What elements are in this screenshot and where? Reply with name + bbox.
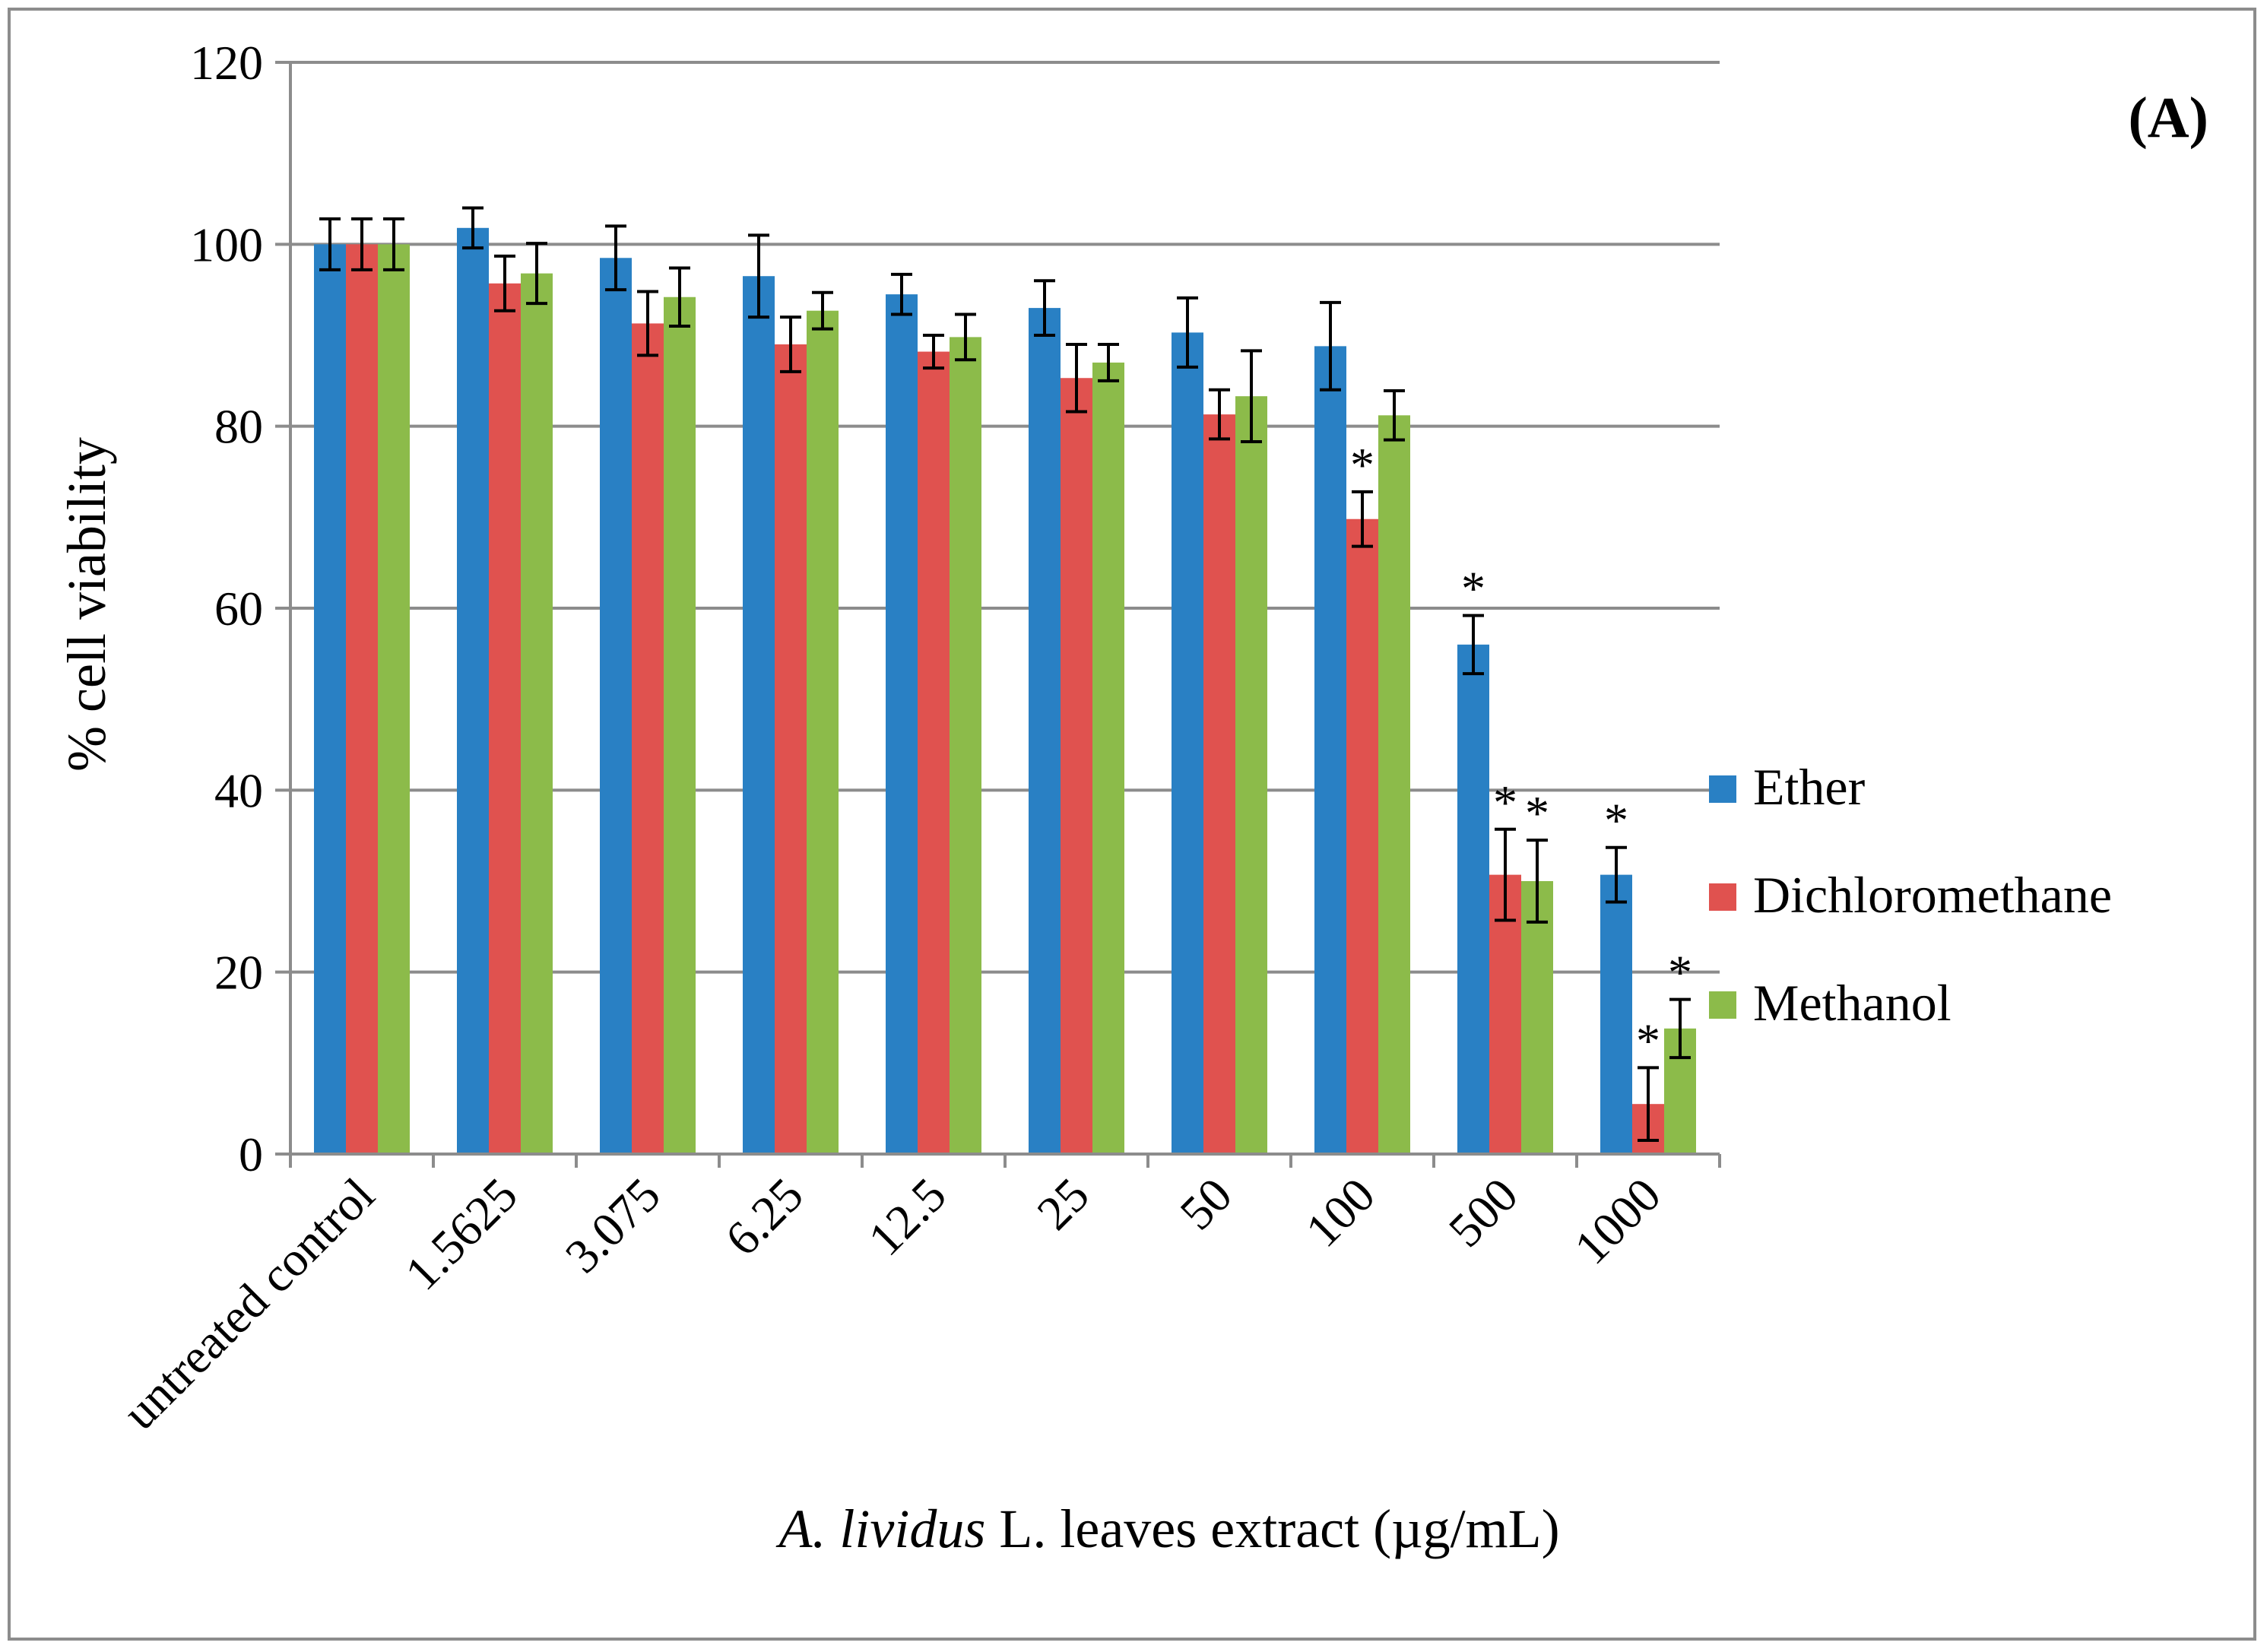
bar-dichloromethane: [346, 244, 378, 1154]
x-tick-label: 3.075: [555, 1168, 671, 1283]
x-tick-label: 50: [1169, 1168, 1241, 1240]
x-tick-label: 12.5: [858, 1168, 956, 1266]
bar-methanol: [1092, 362, 1124, 1154]
y-tick-label: 80: [214, 400, 263, 454]
bar-methanol: [378, 244, 410, 1154]
bar-dichloromethane: [918, 351, 950, 1154]
legend-swatch-dichloromethane: [1709, 883, 1736, 911]
x-tick-label: 1000: [1564, 1168, 1671, 1275]
legend: Ether Dichloromethane Methanol: [1709, 758, 2112, 1032]
bar-ether: [1172, 332, 1203, 1154]
y-tick-label: 60: [214, 582, 263, 636]
bar-ether: [1600, 874, 1632, 1154]
bar-dichloromethane: [1203, 414, 1235, 1154]
bar-methanol: [1521, 881, 1553, 1154]
significance-star: *: [1636, 1013, 1660, 1067]
bar-ether: [1457, 644, 1489, 1154]
bar-ether: [314, 244, 346, 1154]
significance-star: *: [1461, 562, 1485, 616]
legend-swatch-ether: [1709, 775, 1736, 803]
bars: [314, 227, 1696, 1155]
x-tick-label: 6.25: [715, 1168, 813, 1266]
panel-label: (A): [2128, 86, 2208, 150]
y-axis-title: % cell viability: [56, 437, 117, 772]
bar-ether: [600, 258, 632, 1154]
bar-methanol: [950, 337, 981, 1155]
y-tick-label: 100: [190, 217, 263, 271]
y-tick-label: 40: [214, 763, 263, 817]
bar-methanol: [807, 310, 839, 1155]
bar-methanol: [1235, 396, 1267, 1154]
axes: [275, 61, 1721, 1168]
y-tick-label: 20: [214, 946, 263, 1000]
x-tick-label: 100: [1295, 1168, 1385, 1257]
bar-methanol: [1378, 415, 1410, 1154]
x-tick-label: 500: [1438, 1168, 1528, 1257]
error-bars: [319, 206, 1691, 1143]
significance-star: *: [1493, 775, 1517, 829]
x-tick-label: 1.5625: [395, 1168, 528, 1301]
y-tick-label: 120: [190, 36, 263, 90]
significance-star: *: [1604, 794, 1628, 848]
bar-ether: [457, 227, 489, 1154]
y-tick-label: 0: [239, 1127, 263, 1181]
significance-markers: *** * ***: [1350, 438, 1692, 1067]
bar-ether: [886, 294, 918, 1154]
x-tick-label: 25: [1026, 1168, 1099, 1240]
significance-star: *: [1350, 438, 1374, 492]
bar-methanol: [521, 273, 553, 1154]
legend-label-ether: Ether: [1753, 758, 1866, 816]
bar-ether: [743, 276, 775, 1154]
x-axis-title: A. lividus L. leaves extract (µg/mL): [775, 1498, 1559, 1559]
legend-label-methanol: Methanol: [1753, 974, 1952, 1032]
x-axis-title-species: A. lividus: [775, 1498, 985, 1559]
x-axis-title-units: L. leaves extract (µg/mL): [985, 1498, 1559, 1559]
significance-star: *: [1525, 786, 1549, 840]
bar-dichloromethane: [1346, 518, 1378, 1154]
bar-dichloromethane: [775, 344, 807, 1154]
legend-label-dichloromethane: Dichloromethane: [1753, 866, 2112, 924]
bar-ether: [1029, 308, 1061, 1155]
significance-star: *: [1668, 946, 1692, 1000]
x-tick-label: untreated control: [113, 1168, 385, 1440]
bar-dichloromethane: [489, 283, 521, 1154]
bar-ether: [1314, 346, 1346, 1154]
bar-dichloromethane: [1061, 378, 1092, 1154]
bar-methanol: [664, 296, 696, 1154]
bar-dichloromethane: [632, 323, 664, 1154]
legend-swatch-methanol: [1709, 991, 1736, 1019]
